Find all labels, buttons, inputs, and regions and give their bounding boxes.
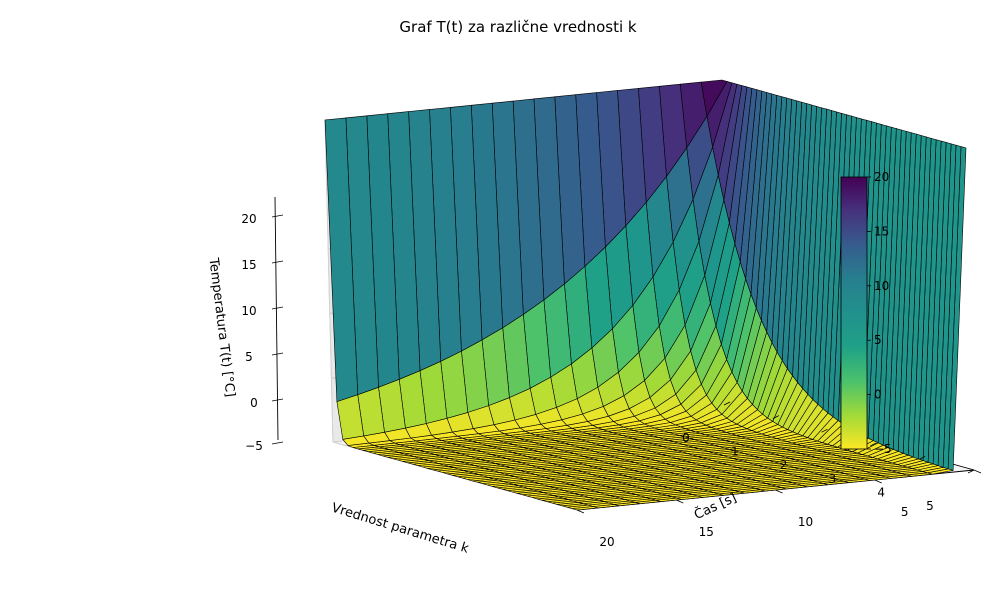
y-tick-mark (676, 500, 683, 503)
y-tick-label: 20 (599, 535, 614, 549)
z-tick-mark (272, 307, 283, 309)
z-tick-label: 10 (241, 304, 256, 318)
colorbar-tick-label: 10 (874, 279, 889, 293)
z-tick-label: −5 (245, 439, 263, 453)
z-tick-mark (272, 442, 283, 444)
x-axis-label: Vrednost parametra k (330, 501, 471, 557)
y-tick-label: 5 (901, 505, 909, 519)
chart-title: Graf T(t) za različne vrednosti k (399, 18, 636, 36)
y-tick-mark (577, 510, 584, 513)
x-tick-label: 1 (731, 445, 739, 459)
colorbar-tick-label: 5 (874, 333, 882, 347)
colorbar-tick-label: 15 (874, 224, 889, 238)
x-tick-label: 0 (682, 431, 690, 445)
z-tick-mark (272, 353, 283, 355)
colorbar-tick-label: −5 (874, 442, 892, 456)
z-tick-label: 20 (241, 212, 256, 226)
z-tick-mark (272, 215, 283, 217)
y-tick-label: 15 (699, 525, 714, 539)
colorbar-gradient (841, 177, 867, 449)
surface-plot (325, 80, 966, 510)
y-tick-label: 10 (798, 515, 813, 529)
z-tick-label: 0 (250, 396, 258, 410)
colorbar-tick-label: 0 (874, 388, 882, 402)
y-tick-mark (974, 470, 981, 473)
z-axis-line (275, 197, 278, 440)
z-tick-label: 5 (245, 350, 253, 364)
y-tick-mark (875, 480, 882, 483)
z-tick-label: 15 (241, 258, 256, 272)
z-axis-label: Temperatura T(t) [°C] (205, 256, 237, 398)
z-tick-mark (272, 261, 283, 263)
colorbar-tick-label: 20 (874, 170, 889, 184)
x-tick-label: 5 (926, 499, 934, 513)
y-tick-mark (776, 490, 783, 493)
x-tick-label: 3 (829, 472, 837, 486)
x-tick-label: 2 (780, 458, 788, 472)
x-tick-label: 4 (877, 485, 885, 499)
